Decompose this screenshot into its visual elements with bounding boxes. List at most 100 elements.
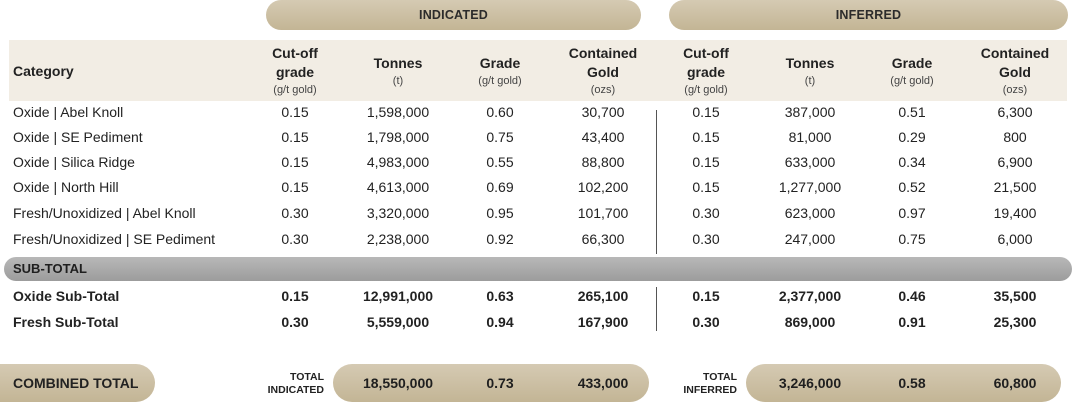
inf-tonnes-cell: 623,000 [784,205,836,221]
ind-tonnes-unit: (t) [392,74,404,87]
ind-grade-unit: (g/t gold) [478,74,522,87]
ind-tonnes-cell: 4,983,000 [366,154,430,170]
ind-grade-cell: 0.92 [486,231,514,247]
inferred-group-label: INFERRED [835,8,902,22]
inf-cutoff-cell: 0.15 [692,129,720,145]
total-indicated-line1: TOTAL [289,371,324,383]
combined-total-label: COMBINED TOTAL [0,364,155,402]
ind-tonnes-cell: 4,613,000 [366,179,430,195]
ind-tonnes-cell: 1,798,000 [366,129,430,145]
row-category: Oxide | Abel Knoll [13,104,124,120]
total-indicated-grade: 0.73 [486,375,514,391]
total-inferred-line2: INFERRED [683,384,737,396]
ind-tonnes-header: Tonnes (t) [348,40,448,101]
row-category: Fresh/Unoxidized | SE Pediment [13,231,216,247]
inf-gold-header: Contained Gold (ozs) [972,40,1058,101]
ind-cutoff-cell: 0.15 [281,288,309,304]
inf-tonnes-cell: 869,000 [784,314,836,330]
total-indicated-tonnes: 18,550,000 [362,375,434,391]
ind-cutoff-cell: 0.15 [281,154,309,170]
inf-tonnes-title: Tonnes [785,54,835,71]
ind-cutoff-cell: 0.15 [281,179,309,195]
ind-grade-cell: 0.55 [486,154,514,170]
group-divider-bottom [656,287,657,331]
ind-grade-cell: 0.95 [486,205,514,221]
inf-grade-header: Grade (g/t gold) [872,40,952,101]
inf-grade-cell: 0.46 [898,288,926,304]
total-inferred-tonnes: 3,246,000 [778,375,842,391]
inf-grade-unit: (g/t gold) [890,74,934,87]
ind-cutoff-cell: 0.30 [281,314,309,330]
inf-cutoff-title: Cut-off grade [683,45,729,80]
inf-grade-cell: 0.52 [898,179,926,195]
ind-grade-cell: 0.69 [486,179,514,195]
subtotal-label: SUB-TOTAL [13,261,87,276]
inf-gold-cell: 21,500 [993,179,1037,195]
group-divider-top [656,110,657,254]
inf-gold-cell: 25,300 [993,314,1037,330]
inf-gold-title: Contained Gold [980,45,1050,80]
inf-cutoff-cell: 0.30 [692,231,720,247]
inf-grade-cell: 0.34 [898,154,926,170]
ind-grade-cell: 0.94 [486,314,514,330]
inf-gold-unit: (ozs) [1002,84,1028,96]
ind-gold-header: Contained Gold (ozs) [560,40,646,101]
inf-cutoff-cell: 0.15 [692,179,720,195]
inf-gold-cell: 6,900 [997,154,1033,170]
total-indicated-pill [333,364,649,402]
total-indicated-gold: 433,000 [577,375,629,391]
total-inferred-label: TOTAL INFERRED [664,371,737,397]
table-row: Oxide | SE Pediment 0.15 1,798,000 0.75 … [0,125,1072,150]
indicated-group-label: INDICATED [419,8,488,22]
ind-tonnes-cell: 3,320,000 [366,205,430,221]
subtotal-band [4,257,1072,281]
ind-tonnes-title: Tonnes [373,54,423,71]
ind-tonnes-cell: 12,991,000 [362,288,434,304]
table-row: Fresh/Unoxidized | SE Pediment 0.30 2,23… [0,227,1072,252]
ind-grade-cell: 0.75 [486,129,514,145]
ind-cutoff-cell: 0.30 [281,231,309,247]
inf-grade-cell: 0.97 [898,205,926,221]
table-row: Oxide | North Hill 0.15 4,613,000 0.69 1… [0,175,1072,200]
ind-grade-header: Grade (g/t gold) [460,40,540,101]
row-category: Oxide | North Hill [13,179,119,195]
inf-tonnes-cell: 1,277,000 [778,179,842,195]
inf-grade-cell: 0.29 [898,129,926,145]
inf-tonnes-cell: 247,000 [784,231,836,247]
ind-gold-title: Contained Gold [568,45,638,80]
ind-gold-cell: 167,900 [577,314,629,330]
row-category: Oxide Sub-Total [13,288,120,304]
ind-gold-cell: 101,700 [577,205,629,221]
ind-cutoff-cell: 0.30 [281,205,309,221]
inf-tonnes-cell: 633,000 [784,154,836,170]
ind-tonnes-cell: 1,598,000 [366,104,430,120]
inf-cutoff-cell: 0.30 [692,205,720,221]
column-header-background [9,40,1067,101]
table-row: Fresh/Unoxidized | Abel Knoll 0.30 3,320… [0,201,1072,226]
ind-cutoff-title: Cut-off grade [272,45,318,80]
indicated-group-header: INDICATED [266,0,641,30]
row-category: Oxide | Silica Ridge [13,154,135,170]
total-inferred-gold: 60,800 [993,375,1037,391]
ind-tonnes-cell: 2,238,000 [366,231,430,247]
inf-tonnes-cell: 387,000 [784,104,836,120]
inf-gold-cell: 6,000 [997,231,1033,247]
inf-tonnes-header: Tonnes (t) [760,40,860,101]
ind-gold-cell: 102,200 [577,179,629,195]
row-category: Fresh/Unoxidized | Abel Knoll [13,205,196,221]
ind-grade-title: Grade [479,54,521,71]
ind-gold-cell: 88,800 [581,154,625,170]
table-row: Oxide | Abel Knoll 0.15 1,598,000 0.60 3… [0,100,1072,125]
inf-grade-cell: 0.91 [898,314,926,330]
ind-tonnes-cell: 5,559,000 [366,314,430,330]
inf-cutoff-unit: (g/t gold) [684,84,728,96]
inf-cutoff-cell: 0.15 [692,154,720,170]
total-inferred-pill [746,364,1061,402]
ind-cutoff-cell: 0.15 [281,129,309,145]
row-category: Fresh Sub-Total [13,314,119,330]
inf-cutoff-cell: 0.30 [692,314,720,330]
table-row: Oxide | Silica Ridge 0.15 4,983,000 0.55… [0,150,1072,175]
inf-tonnes-cell: 2,377,000 [778,288,842,304]
inf-grade-cell: 0.75 [898,231,926,247]
inf-grade-cell: 0.51 [898,104,926,120]
